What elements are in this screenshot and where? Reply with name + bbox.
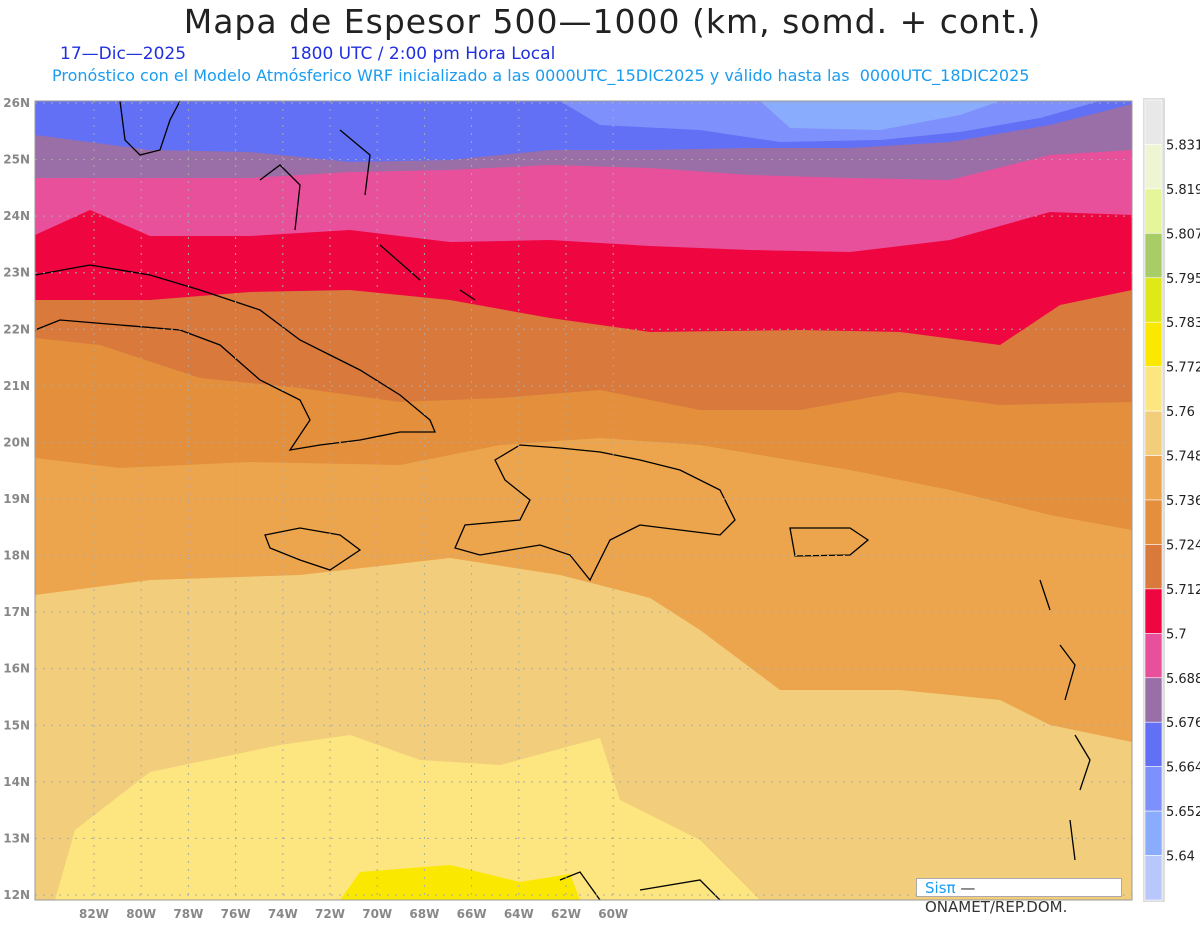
colorbar-swatch [1144, 810, 1163, 856]
latitude-axis: 26N 25N 24N 23N 22N 21N 20N 19N 18N 17N 16N 15N 14N 1… [3, 96, 30, 902]
longitude-axis: 82W 80W 78W 76W 74W 72W 70W 68W 66W 64W 62W 60W [79, 907, 628, 921]
coast-hispaniola [454, 444, 736, 582]
lat-tick-label: 26N [3, 96, 30, 110]
colorbar-label: 5.795 [1166, 272, 1200, 287]
lon-tick-label: 60W [598, 907, 628, 921]
colorbar-swatch [1144, 633, 1163, 679]
colorbar-label: 5.819 [1166, 183, 1200, 198]
model-subtitle: Pronóstico con el Modelo Atmósferico WRF… [52, 66, 1030, 85]
band-5772 [55, 735, 760, 900]
colorbar-swatch [1144, 455, 1163, 501]
colorbar-label: 5.724 [1166, 538, 1200, 553]
credit-brand: Sisπ [925, 879, 956, 897]
colorbar: 5.831 5.819 5.807 5.795 5.783 5.772 5.76 5.748 5… [1143, 98, 1200, 902]
colorbar-swatch [1144, 188, 1163, 234]
colorbar-swatch [1144, 766, 1163, 812]
coastlines [34, 100, 1091, 901]
lat-tick-label: 13N [3, 831, 30, 845]
lat-tick-label: 22N [3, 322, 30, 336]
lat-tick-label: 20N [3, 435, 30, 449]
lon-tick-label: 78W [173, 907, 203, 921]
forecast-date: 17—Dic—2025 [60, 44, 187, 64]
colorbar-label: 5.664 [1166, 761, 1200, 776]
graticule [35, 101, 1132, 900]
colorbar-label: 5.772 [1166, 361, 1200, 376]
colorbar-label: 5.831 [1166, 138, 1200, 153]
lat-tick-label: 19N [3, 492, 30, 506]
lon-tick-label: 82W [79, 907, 109, 921]
lat-tick-label: 12N [3, 888, 30, 902]
colorbar-label: 5.736 [1166, 494, 1200, 509]
coast-puerto-rico [789, 527, 870, 557]
lon-tick-label: 74W [268, 907, 298, 921]
coast-florida [119, 100, 181, 156]
colorbar-label: 5.76 [1166, 405, 1195, 420]
colorbar-label: 5.783 [1166, 316, 1200, 331]
map-area [34, 100, 1132, 901]
colorbar-swatch [1144, 366, 1163, 412]
lon-tick-label: 70W [362, 907, 392, 921]
colorbar-swatch [1144, 99, 1163, 145]
lat-tick-label: 17N [3, 605, 30, 619]
colorbar-label: 5.676 [1166, 716, 1200, 731]
lat-tick-label: 23N [3, 266, 30, 280]
colorbar-swatch [1144, 677, 1163, 723]
colorbar-label: 5.748 [1166, 450, 1200, 465]
lon-tick-label: 72W [315, 907, 345, 921]
credit-org: — ONAMET/REP.DOM. [925, 879, 1068, 916]
lat-tick-label: 18N [3, 549, 30, 563]
map-frame [34, 100, 1133, 901]
lon-tick-label: 62W [551, 907, 581, 921]
lat-tick-label: 24N [3, 209, 30, 223]
colorbar-label: 5.688 [1166, 672, 1200, 687]
lon-tick-label: 80W [126, 907, 156, 921]
colorbar-swatch [1144, 588, 1163, 634]
lat-tick-label: 16N [3, 662, 30, 676]
colorbar-label: 5.64 [1166, 850, 1195, 865]
lon-tick-label: 66W [457, 907, 487, 921]
map-title: Mapa de Espesor 500—1000 (km, somd. + co… [183, 2, 1042, 41]
lat-tick-label: 21N [3, 379, 30, 393]
coast-lesser-antilles [1039, 579, 1091, 861]
band-5640 [760, 101, 1000, 130]
band-5783 [340, 865, 580, 900]
colorbar-swatch [1144, 721, 1163, 767]
colorbar-label: 5.807 [1166, 227, 1200, 242]
coast-jamaica [264, 527, 362, 571]
colorbar-swatch [1144, 410, 1163, 456]
colorbar-swatch [1144, 321, 1163, 367]
colorbar-label: 5.652 [1166, 805, 1200, 820]
colorbar-swatch [1144, 855, 1163, 901]
colorbar-swatch [1144, 144, 1163, 190]
coast-bahamas [259, 129, 476, 301]
forecast-time: 1800 UTC / 2:00 pm Hora Local [290, 44, 556, 64]
colorbar-swatch [1144, 277, 1163, 323]
colorbar-swatch [1144, 544, 1163, 590]
coast-cuba [34, 264, 436, 451]
lat-tick-label: 14N [3, 775, 30, 789]
lat-tick-label: 25N [3, 153, 30, 167]
colorbar-label: 5.712 [1166, 583, 1200, 598]
colorbar-swatch [1144, 233, 1163, 279]
colorbar-swatch [1144, 499, 1163, 545]
coast-south-america [559, 871, 721, 901]
lon-tick-label: 68W [409, 907, 439, 921]
lon-tick-label: 76W [221, 907, 251, 921]
lon-tick-label: 64W [504, 907, 534, 921]
credit-box: Sisπ — ONAMET/REP.DOM. [916, 878, 1122, 916]
colorbar-label: 5.7 [1166, 627, 1187, 642]
lat-tick-label: 15N [3, 718, 30, 732]
